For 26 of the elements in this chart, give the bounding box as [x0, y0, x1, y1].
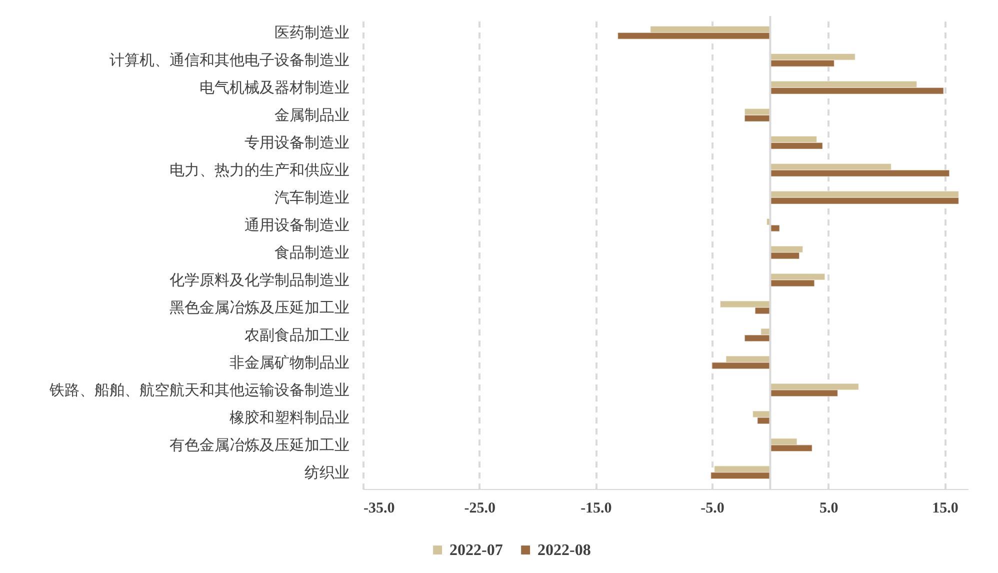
- y-tick-label: 有色金属冶炼及压延加工业: [170, 436, 350, 454]
- y-tick-label: 电气机械及器材制造业: [200, 80, 350, 97]
- x-tick-label: -15.0: [580, 500, 612, 516]
- legend-label: 2022-08: [538, 542, 591, 559]
- y-tick-label: 黑色金属冶炼及压延加工业: [170, 299, 350, 316]
- y-tick-label: 金属制品业: [274, 107, 350, 124]
- y-tick-label: 专用设备制造业: [244, 134, 350, 152]
- y-tick-label: 化学原料及化学制品制造业: [170, 272, 350, 289]
- x-tick-label: -35.0: [364, 500, 395, 516]
- y-tick-label: 非金属矿物制品业: [230, 354, 350, 372]
- bar: [770, 224, 780, 232]
- y-tick-label: 汽车制造业: [274, 190, 350, 207]
- y-tick-label: 通用设备制造业: [244, 217, 350, 234]
- y-tick-label: 农副食品加工业: [244, 326, 350, 344]
- y-tick-label: 橡胶和塑料制品业: [230, 409, 350, 426]
- x-tick-label: 5.0: [820, 500, 838, 516]
- x-tick-label: -5.0: [700, 500, 724, 516]
- y-tick-label: 计算机、通信和其他电子设备制造业: [110, 52, 350, 70]
- y-tick-label: 纺织业: [304, 464, 350, 482]
- y-tick-label: 食品制造业: [274, 244, 350, 262]
- y-tick-label: 医药制造业: [274, 24, 350, 42]
- legend-label: 2022-07: [450, 542, 503, 559]
- y-tick-label: 电力、热力的生产和供应业: [170, 162, 350, 180]
- x-tick-label: 15.0: [932, 500, 958, 516]
- x-tick-label: -25.0: [464, 500, 496, 516]
- y-tick-label: 铁路、船舶、航空航天和其他运输设备制造业: [48, 382, 350, 399]
